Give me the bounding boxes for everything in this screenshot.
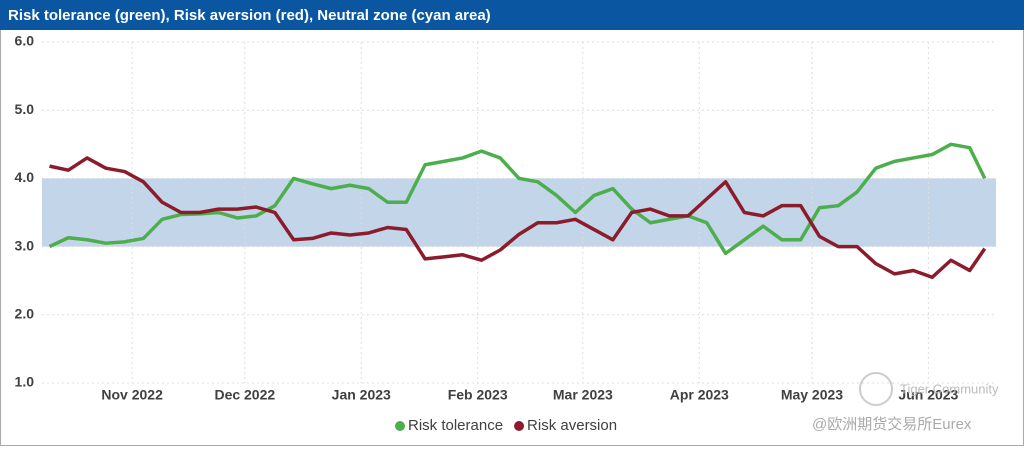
x-tick-label: May 2023 — [781, 387, 843, 403]
legend-label: Risk tolerance — [408, 417, 503, 434]
line — [48, 142, 987, 256]
watermark-logo — [859, 372, 893, 406]
line — [49, 156, 987, 280]
x-tick-label: Jun 2023 — [898, 387, 958, 403]
y-tick-label: 5.0 — [15, 101, 35, 117]
legend-marker — [514, 421, 525, 431]
title-bar — [0, 0, 1024, 30]
legend-label: Risk aversion — [527, 417, 617, 434]
watermark-text: Tiger Community — [900, 381, 999, 396]
y-tick-label: 1.0 — [15, 374, 35, 390]
x-tick-label: Nov 2022 — [101, 387, 163, 403]
y-tick-label: 2.0 — [15, 306, 35, 322]
legend-marker — [395, 421, 405, 431]
x-tick-label: Feb 2023 — [448, 387, 508, 403]
x-tick-label: Apr 2023 — [670, 387, 729, 403]
chart-title: Risk tolerance (green), Risk aversion (r… — [8, 7, 491, 24]
watermark-text: @欧洲期货交易所Eurex — [812, 415, 972, 433]
x-tick-label: Dec 2022 — [214, 387, 275, 403]
x-tick-label: Jan 2023 — [332, 387, 391, 403]
y-tick-label: 3.0 — [15, 237, 35, 253]
x-tick-label: Mar 2023 — [553, 387, 613, 403]
y-tick-label: 4.0 — [15, 169, 35, 185]
watermark: Tiger Community @欧洲期货交易所Eurex — [812, 372, 999, 433]
y-tick-label: 6.0 — [15, 33, 35, 49]
